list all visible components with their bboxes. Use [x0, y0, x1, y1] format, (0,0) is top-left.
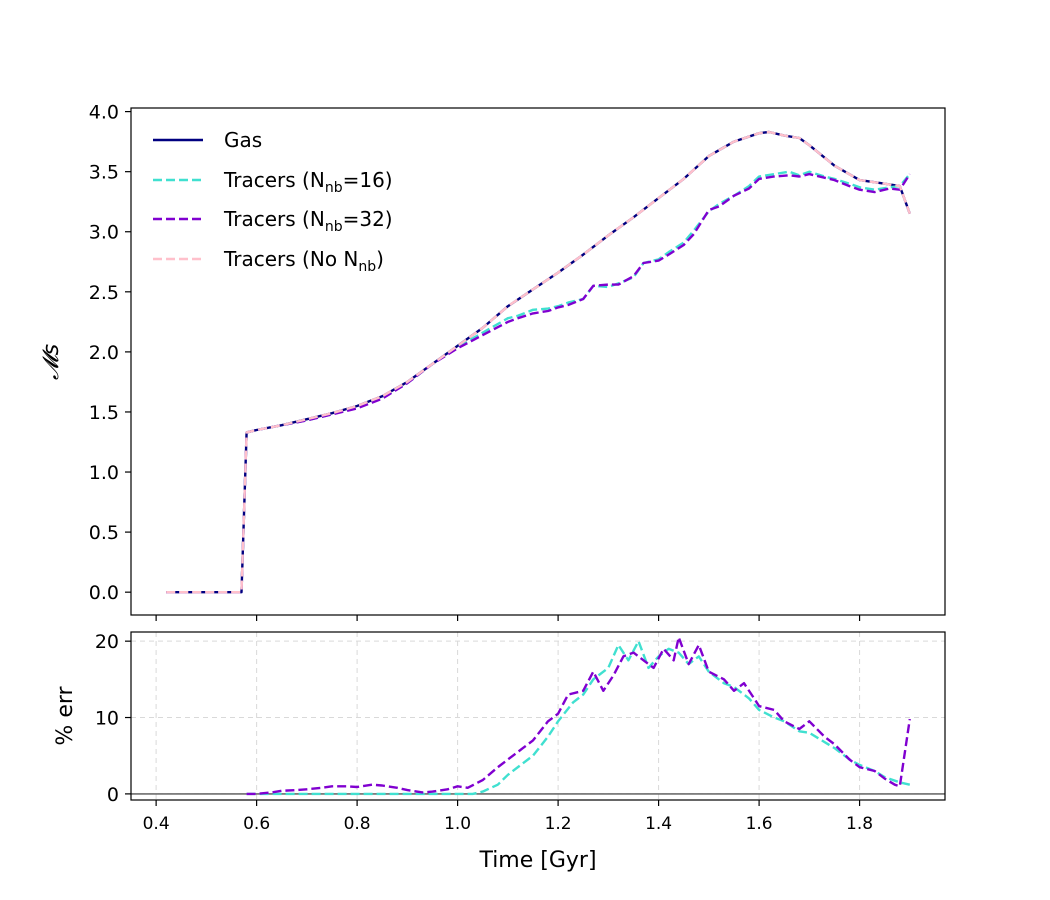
- main-y-tick-label: 1.5: [89, 402, 119, 424]
- legend: Gas Tracers (Nnb=16) Tracers (Nnb=32) Tr…: [153, 128, 393, 275]
- residual-y-ticks: 0 10 20: [95, 631, 131, 806]
- legend-label-gas: Gas: [224, 128, 262, 152]
- residual-y-tick-label: 10: [95, 708, 119, 730]
- main-plot-frame: [130, 107, 946, 616]
- residual-line-tracers-nnb-32: [246, 636, 911, 796]
- main-y-tick-label: 2.5: [89, 282, 119, 304]
- main-x-ticks: [155, 615, 861, 621]
- main-y-tick-label: 3.0: [89, 222, 119, 244]
- x-tick-label: 1.0: [444, 814, 471, 834]
- main-y-ticks: 0.0 0.5 1.0 1.5 2.0 2.5 3.0 3.5 4.0: [89, 102, 131, 604]
- main-series-group: [166, 130, 911, 594]
- main-y-axis-label: 𝓜s: [39, 344, 64, 380]
- legend-label-tracers-no-nnb: Tracers (No Nnb): [223, 247, 384, 275]
- main-line-tracers-nnb-32: [166, 172, 911, 594]
- residual-line-tracers-nnb-16: [246, 640, 911, 796]
- x-tick-label: 0.4: [143, 814, 170, 834]
- x-tick-label: 1.4: [645, 814, 672, 834]
- main-line-tracers-no-nnb: [166, 130, 911, 594]
- x-tick-label: 1.2: [545, 814, 572, 834]
- x-axis-label: Time [Gyr]: [478, 848, 596, 873]
- main-y-tick-label: 0.5: [89, 522, 119, 544]
- x-tick-label: 1.6: [746, 814, 773, 834]
- residual-plot-frame: [130, 631, 946, 801]
- x-tick-label: 0.8: [344, 814, 371, 834]
- main-y-tick-label: 1.0: [89, 462, 119, 484]
- residual-series-group: [246, 636, 911, 796]
- residual-panel: 0 10 20 0.4 0.6 0.8 1.0 1.2 1.4 1.6 1.8 % err Tim…: [53, 631, 946, 873]
- residual-y-axis-label: % err: [53, 685, 78, 745]
- legend-label-tracers-16: Tracers (Nnb=16): [223, 168, 393, 196]
- main-y-tick-label: 3.5: [89, 162, 119, 184]
- main-y-tick-label: 2.0: [89, 342, 119, 364]
- x-tick-label: 1.8: [846, 814, 873, 834]
- main-y-tick-label: 0.0: [89, 582, 119, 604]
- legend-label-tracers-32: Tracers (Nnb=32): [223, 207, 393, 235]
- residual-x-ticks: 0.4 0.6 0.8 1.0 1.2 1.4 1.6 1.8: [143, 800, 873, 834]
- residual-y-tick-label: 0: [107, 784, 119, 806]
- main-y-tick-label: 4.0: [89, 102, 119, 124]
- x-tick-label: 0.6: [243, 814, 270, 834]
- main-panel: 0.0 0.5 1.0 1.5 2.0 2.5 3.0 3.5 4.0 𝓜s Gas Trace…: [39, 102, 946, 621]
- residual-y-tick-label: 20: [95, 631, 119, 653]
